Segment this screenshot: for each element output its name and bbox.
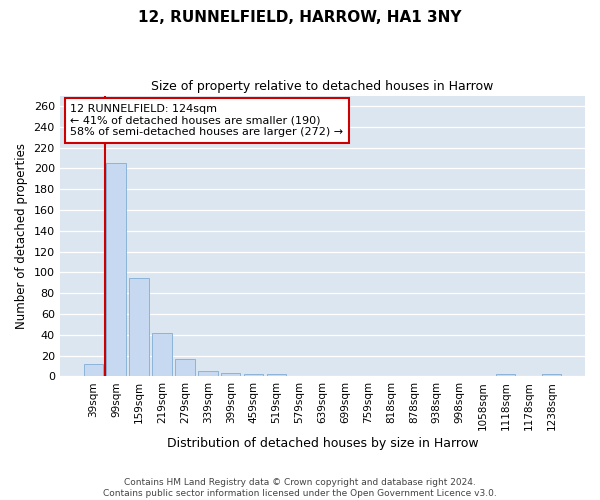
Bar xyxy=(198,371,218,376)
Bar xyxy=(130,278,149,376)
Text: 12 RUNNELFIELD: 124sqm
← 41% of detached houses are smaller (190)
58% of semi-de: 12 RUNNELFIELD: 124sqm ← 41% of detached… xyxy=(70,104,343,137)
Title: Size of property relative to detached houses in Harrow: Size of property relative to detached ho… xyxy=(151,80,494,93)
Bar xyxy=(175,359,194,376)
Y-axis label: Number of detached properties: Number of detached properties xyxy=(15,143,28,329)
Bar xyxy=(244,374,263,376)
Bar xyxy=(221,374,241,376)
Bar xyxy=(83,364,103,376)
Text: 12, RUNNELFIELD, HARROW, HA1 3NY: 12, RUNNELFIELD, HARROW, HA1 3NY xyxy=(138,10,462,25)
Bar xyxy=(152,333,172,376)
Bar xyxy=(496,374,515,376)
Bar xyxy=(106,163,126,376)
X-axis label: Distribution of detached houses by size in Harrow: Distribution of detached houses by size … xyxy=(167,437,478,450)
Bar xyxy=(267,374,286,376)
Bar xyxy=(542,374,561,376)
Text: Contains HM Land Registry data © Crown copyright and database right 2024.
Contai: Contains HM Land Registry data © Crown c… xyxy=(103,478,497,498)
